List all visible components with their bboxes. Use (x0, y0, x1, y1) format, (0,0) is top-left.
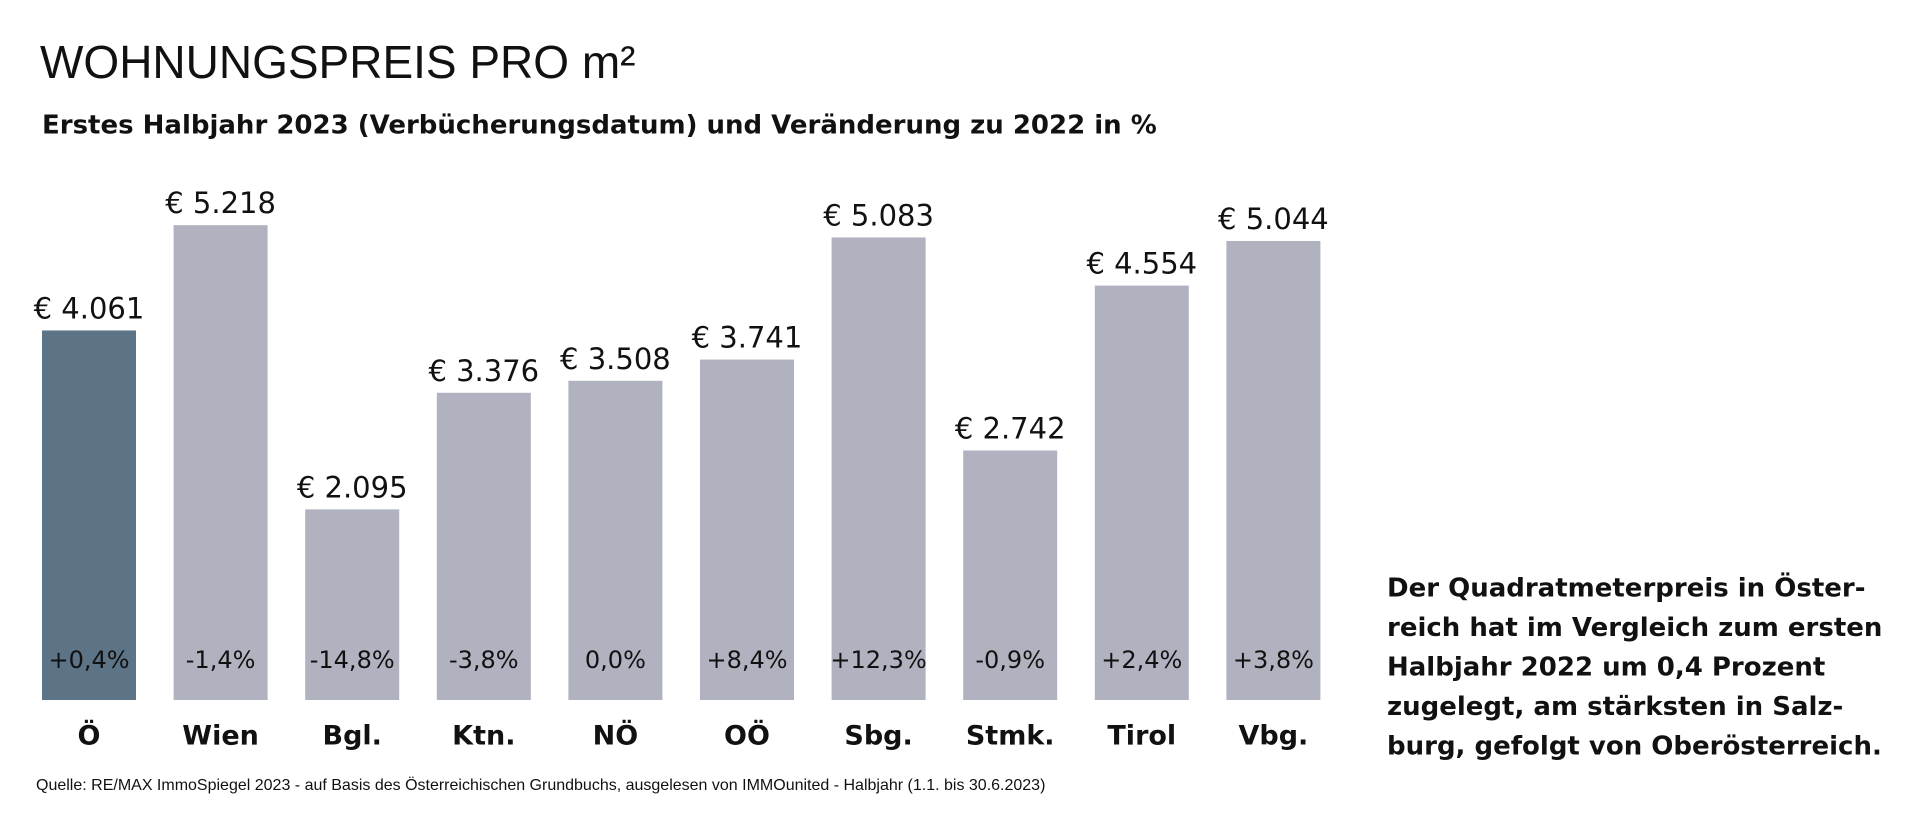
value-label: € 5.083 (823, 198, 934, 232)
change-label: 0,0% (585, 646, 646, 674)
x-tick-label: Wien (182, 721, 259, 752)
x-tick-label: Stmk. (966, 721, 1055, 752)
change-label: -14,8% (310, 646, 395, 674)
bar (963, 450, 1058, 700)
x-tick-label: Bgl. (322, 721, 381, 752)
bar (1094, 285, 1189, 700)
x-tick-label: Ktn. (452, 721, 515, 752)
x-tick-label: Vbg. (1238, 721, 1308, 752)
value-label: € 5.044 (1218, 202, 1329, 236)
change-label: -0,9% (975, 646, 1045, 674)
x-tick-label: Sbg. (844, 721, 912, 752)
value-label: € 2.742 (955, 411, 1066, 445)
bar (305, 509, 400, 700)
note-line: reich hat im Vergleich zum ersten (1387, 613, 1882, 643)
value-label: € 2.095 (297, 470, 408, 504)
note-line: Der Quadratmeterpreis in Öster- (1387, 571, 1866, 604)
x-tick-label: NÖ (593, 719, 639, 752)
value-label: € 4.554 (1086, 247, 1197, 281)
bar (700, 359, 794, 700)
change-label: +8,4% (706, 646, 787, 674)
change-label: -3,8% (449, 646, 519, 674)
chart-title: WOHNUNGSPREIS PRO m² (40, 36, 635, 88)
value-label: € 3.376 (428, 354, 539, 388)
value-label: € 3.508 (560, 342, 671, 376)
change-label: -1,4% (186, 646, 256, 674)
bar (1226, 240, 1321, 700)
x-tick-label: Ö (78, 719, 101, 752)
source: Quelle: RE/MAX ImmoSpiegel 2023 - auf Ba… (36, 776, 1045, 794)
bar (568, 380, 663, 700)
bar (831, 237, 926, 700)
value-label: € 5.218 (165, 186, 276, 220)
value-label: € 3.741 (692, 321, 803, 355)
x-tick-label: Tirol (1107, 721, 1176, 752)
bar (173, 225, 268, 701)
value-label: € 4.061 (34, 291, 145, 325)
x-tick-label: OÖ (724, 719, 770, 752)
bar (42, 330, 136, 700)
change-label: +2,4% (1101, 646, 1182, 674)
change-label: +3,8% (1233, 646, 1314, 674)
change-label: +0,4% (48, 646, 129, 674)
note-line: zugelegt, am stärksten in Salz- (1387, 692, 1843, 722)
chart-subtitle: Erstes Halbjahr 2023 (Verbücherungsdatum… (42, 111, 1157, 141)
note-line: Halbjahr 2022 um 0,4 Prozent (1387, 653, 1825, 683)
bar (436, 392, 531, 700)
note-line: burg, gefolgt von Oberösterreich. (1387, 732, 1882, 762)
change-label: +12,3% (830, 646, 926, 674)
